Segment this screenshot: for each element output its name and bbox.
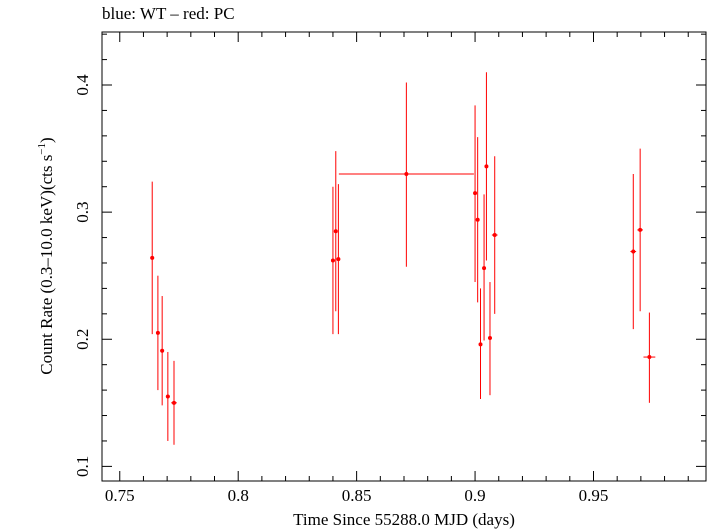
data-point: [330, 258, 335, 263]
data-point: [155, 330, 160, 335]
data-point: [647, 355, 652, 360]
data-point: [172, 400, 177, 405]
data-point: [638, 227, 643, 232]
data-point: [487, 335, 492, 340]
y-axis-label-exponent: −1: [36, 143, 48, 155]
x-tick-label: 0.95: [579, 486, 609, 505]
axis-ticks: [102, 32, 706, 481]
y-axis-label: Count Rate (0.3–10.0 keV)(cts s−1): [36, 137, 56, 374]
x-tick-label: 0.75: [105, 486, 135, 505]
x-tick-labels: 0.75 0.8 0.85 0.9 0.95: [105, 486, 608, 505]
y-tick-label: 0.1: [73, 456, 92, 477]
data-point: [473, 191, 478, 196]
data-point: [482, 266, 487, 271]
y-tick-label: 0.2: [73, 329, 92, 350]
data-point: [475, 217, 480, 222]
x-tick-label: 0.85: [342, 486, 372, 505]
data-point: [404, 171, 409, 176]
y-axis-label-main: Count Rate (0.3–10.0 keV)(cts s: [37, 155, 56, 375]
y-tick-labels: 0.1 0.2 0.3 0.4: [73, 74, 92, 477]
x-axis-label: Time Since 55288.0 MJD (days): [293, 510, 515, 529]
y-axis-label-close: ): [37, 137, 56, 143]
x-tick-label: 0.9: [464, 486, 485, 505]
data-point: [160, 348, 165, 353]
data-point: [150, 255, 155, 260]
x-tick-label: 0.8: [228, 486, 249, 505]
data-point: [333, 229, 338, 234]
data-marks: [150, 72, 656, 445]
data-point: [492, 233, 497, 238]
chart-title: blue: WT – red: PC: [102, 4, 235, 23]
data-point: [478, 342, 483, 347]
plot-frame: [101, 31, 707, 482]
y-tick-label: 0.3: [73, 202, 92, 223]
y-tick-label: 0.4: [73, 74, 92, 96]
data-point: [484, 164, 489, 169]
data-point: [336, 257, 341, 262]
data-point: [165, 394, 170, 399]
data-point: [631, 249, 636, 254]
